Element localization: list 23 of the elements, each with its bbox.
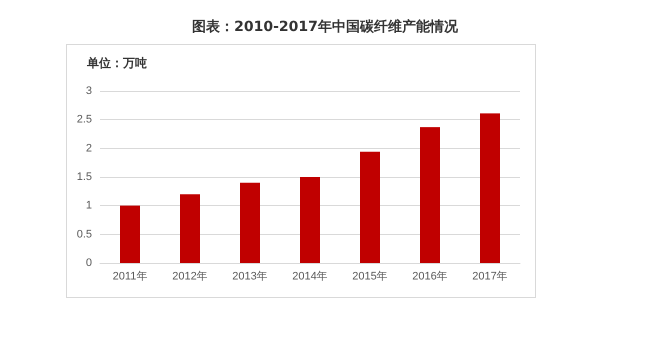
y-tick-label: 1.5: [76, 171, 92, 183]
x-tick-label: 2011年: [112, 270, 148, 282]
bar: [360, 152, 380, 263]
y-tick-label: 1: [86, 200, 92, 212]
bar: [180, 194, 200, 263]
x-tick-label: 2013年: [232, 270, 268, 282]
x-tick-label: 2014年: [292, 270, 328, 282]
y-tick-label: 0: [86, 257, 92, 269]
bar: [240, 182, 260, 263]
x-tick-label: 2017年: [472, 270, 508, 282]
y-tick-label: 2: [86, 142, 92, 154]
bar: [480, 113, 500, 263]
y-tick-label: 0.5: [76, 228, 92, 240]
x-tick-label: 2015年: [352, 270, 388, 282]
chart-title: 图表：2010-2017年中国碳纤维产能情况: [191, 18, 459, 36]
y-tick-label: 3: [86, 85, 92, 97]
x-tick-label: 2016年: [412, 270, 448, 282]
y-axis-title: 单位：万吨: [86, 56, 147, 70]
x-tick-label: 2012年: [172, 270, 208, 282]
bar: [120, 206, 140, 263]
y-tick-label: 2.5: [76, 114, 92, 126]
bar: [300, 177, 320, 263]
bar: [420, 127, 440, 263]
